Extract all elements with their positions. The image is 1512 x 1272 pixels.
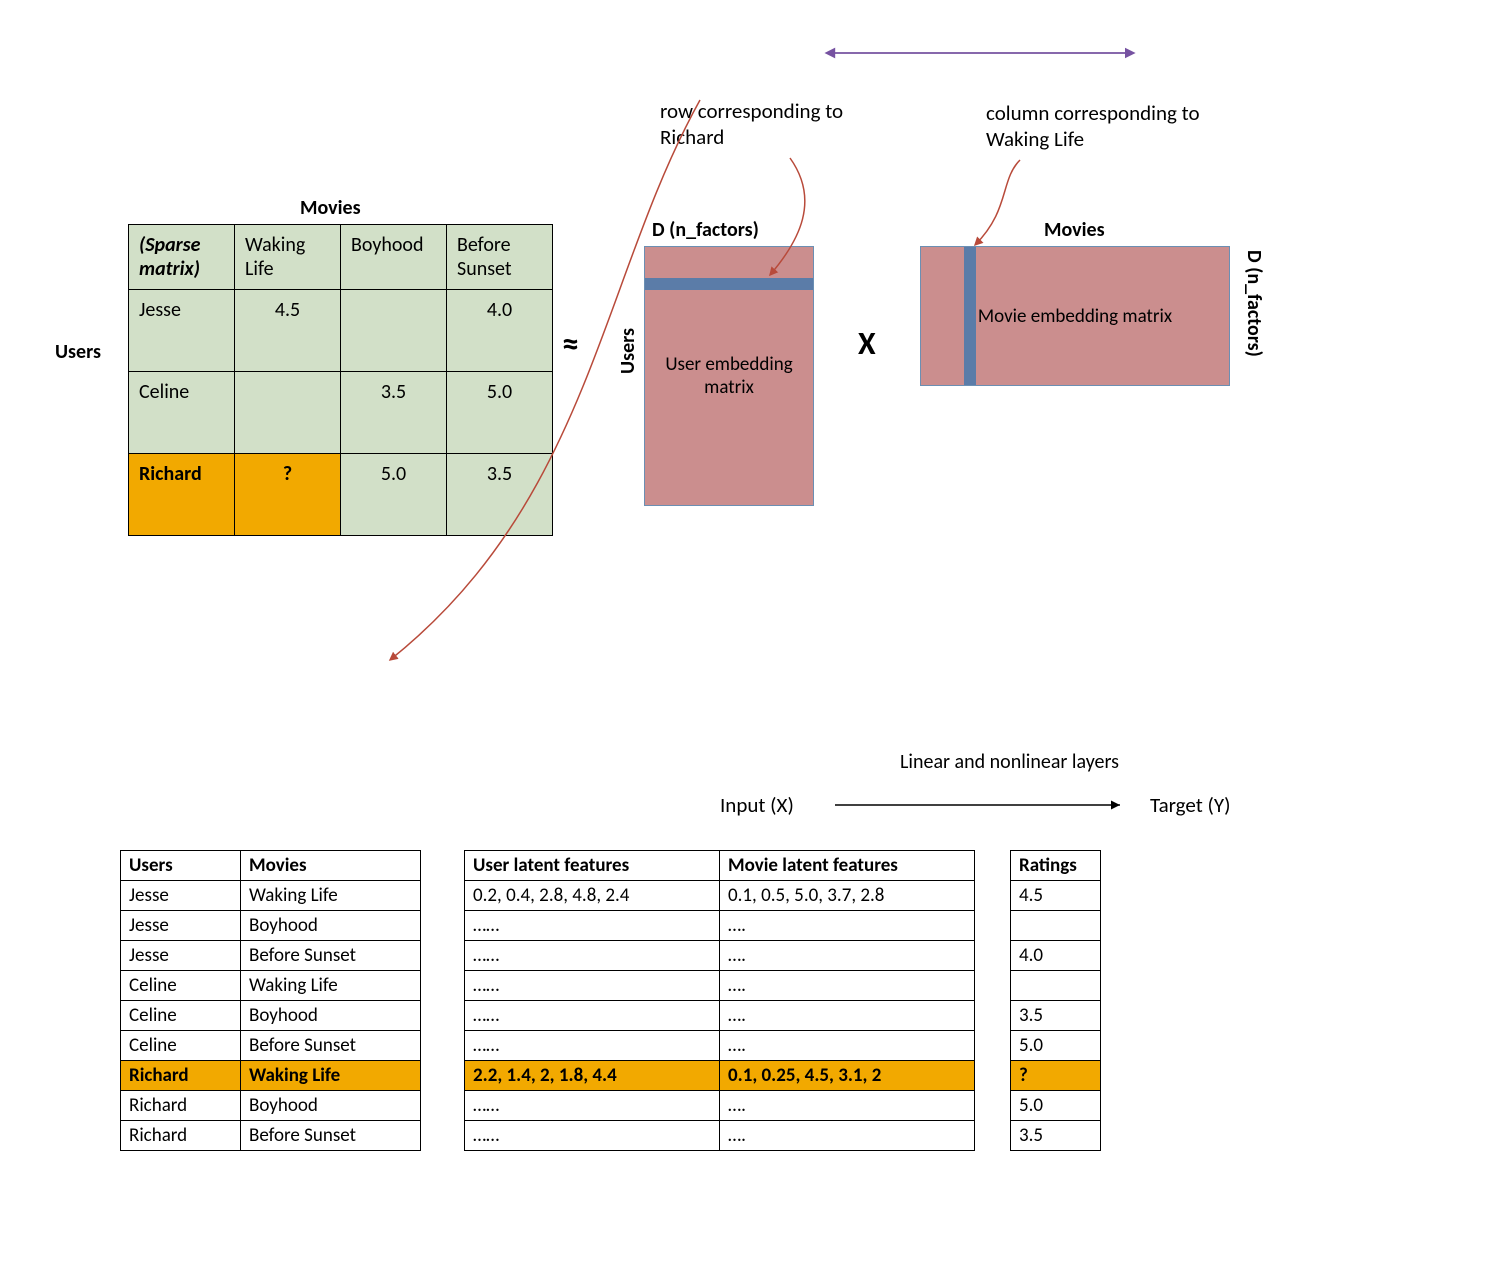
layers-label: Linear and nonlinear layers xyxy=(900,750,1119,774)
pairs-table-container: UsersMoviesJesseWaking LifeJesseBoyhoodJ… xyxy=(120,850,421,1151)
pairs-header-0: Users xyxy=(121,851,241,881)
latent-cell: …. xyxy=(720,1001,975,1031)
sparse-matrix-table: (Sparse matrix) Waking Life Boyhood Befo… xyxy=(128,224,553,536)
latent-cell: 0.2, 0.4, 2.8, 4.8, 2.4 xyxy=(465,881,720,911)
ratings-cell: 3.5 xyxy=(1011,1121,1101,1151)
d-label-movie: D (n_factors) xyxy=(1242,250,1266,357)
movie-col-0: Waking Life xyxy=(235,225,341,290)
movie-col-1: Boyhood xyxy=(341,225,447,290)
pairs-cell: Richard xyxy=(121,1091,241,1121)
rating-1-0 xyxy=(235,372,341,454)
latent-cell: 0.1, 0.5, 5.0, 3.7, 2.8 xyxy=(720,881,975,911)
latent-cell: …. xyxy=(720,941,975,971)
pairs-cell: Celine xyxy=(121,971,241,1001)
pairs-cell: Before Sunset xyxy=(241,1031,421,1061)
ratings-cell: ? xyxy=(1011,1061,1101,1091)
ratings-cell: 5.0 xyxy=(1011,1031,1101,1061)
row-annotation: row corresponding to Richard xyxy=(660,98,880,150)
ratings-cell: 3.5 xyxy=(1011,1001,1101,1031)
approx-symbol: ≈ xyxy=(562,324,579,365)
pairs-cell: Jesse xyxy=(121,911,241,941)
latent-cell: …… xyxy=(465,1121,720,1151)
pairs-cell: Waking Life xyxy=(241,881,421,911)
pairs-cell: Before Sunset xyxy=(241,1121,421,1151)
ratings-cell: 4.0 xyxy=(1011,941,1101,971)
pairs-cell: Richard xyxy=(121,1061,241,1091)
movie-matrix-highlight-col xyxy=(964,247,976,385)
pairs-cell: Richard xyxy=(121,1121,241,1151)
rating-1-2: 5.0 xyxy=(447,372,553,454)
user-cell-2: Richard xyxy=(129,454,235,536)
user-embed-label: User embedding matrix xyxy=(645,353,813,399)
rating-0-0: 4.5 xyxy=(235,290,341,372)
multiply-symbol: X xyxy=(858,324,876,363)
col-annotation: column corresponding to Waking Life xyxy=(986,100,1236,152)
rating-2-2: 3.5 xyxy=(447,454,553,536)
latent-cell: …… xyxy=(465,911,720,941)
users-label-2: Users xyxy=(616,328,640,374)
movie-embed-label: Movie embedding matrix xyxy=(978,305,1172,328)
latent-cell: …… xyxy=(465,1031,720,1061)
latent-cell: …… xyxy=(465,971,720,1001)
ratings-cell xyxy=(1011,971,1101,1001)
latent-cell: …… xyxy=(465,1091,720,1121)
pairs-cell: Celine xyxy=(121,1001,241,1031)
double-arrow-icon xyxy=(820,38,1140,68)
ratings-cell: 4.5 xyxy=(1011,881,1101,911)
latent-cell: …… xyxy=(465,941,720,971)
user-matrix-highlight-row xyxy=(645,278,813,290)
pairs-cell: Boyhood xyxy=(241,1091,421,1121)
latent-cell: 2.2, 1.4, 2, 1.8, 4.4 xyxy=(465,1061,720,1091)
latent-header-0: User latent features xyxy=(465,851,720,881)
pairs-cell: Waking Life xyxy=(241,971,421,1001)
sparse-header-cell: (Sparse matrix) xyxy=(129,225,235,290)
latent-cell: 0.1, 0.25, 4.5, 3.1, 2 xyxy=(720,1061,975,1091)
pairs-cell: Jesse xyxy=(121,881,241,911)
latent-cell: …. xyxy=(720,911,975,941)
pairs-cell: Waking Life xyxy=(241,1061,421,1091)
movies-title: Movies xyxy=(300,196,361,220)
rating-2-1: 5.0 xyxy=(341,454,447,536)
latent-table-container: User latent featuresMovie latent feature… xyxy=(464,850,975,1151)
input-label: Input (X) xyxy=(720,792,794,818)
latent-header-1: Movie latent features xyxy=(720,851,975,881)
pairs-cell: Boyhood xyxy=(241,911,421,941)
latent-table: User latent featuresMovie latent feature… xyxy=(464,850,975,1151)
latent-cell: …. xyxy=(720,1091,975,1121)
target-label: Target (Y) xyxy=(1150,792,1230,818)
latent-cell: …. xyxy=(720,1121,975,1151)
users-title: Users xyxy=(55,340,101,364)
ratings-table: Ratings4.54.03.55.0?5.03.5 xyxy=(1010,850,1101,1151)
rating-1-1: 3.5 xyxy=(341,372,447,454)
pairs-cell: Celine xyxy=(121,1031,241,1061)
ratings-cell xyxy=(1011,911,1101,941)
ratings-header: Ratings xyxy=(1011,851,1101,881)
pairs-cell: Jesse xyxy=(121,941,241,971)
latent-cell: …. xyxy=(720,971,975,1001)
pairs-cell: Boyhood xyxy=(241,1001,421,1031)
rating-2-0: ? xyxy=(235,454,341,536)
arrow-input-target xyxy=(830,790,1130,820)
user-cell-1: Celine xyxy=(129,372,235,454)
user-cell-0: Jesse xyxy=(129,290,235,372)
pairs-cell: Before Sunset xyxy=(241,941,421,971)
d-label-user: D (n_factors) xyxy=(652,218,759,242)
movies-label-2: Movies xyxy=(1044,218,1105,242)
latent-cell: …… xyxy=(465,1001,720,1031)
latent-cell: …. xyxy=(720,1031,975,1061)
pairs-table: UsersMoviesJesseWaking LifeJesseBoyhoodJ… xyxy=(120,850,421,1151)
ratings-cell: 5.0 xyxy=(1011,1091,1101,1121)
ratings-table-container: Ratings4.54.03.55.0?5.03.5 xyxy=(1010,850,1101,1151)
movie-col-2: Before Sunset xyxy=(447,225,553,290)
pairs-header-1: Movies xyxy=(241,851,421,881)
rating-0-1 xyxy=(341,290,447,372)
rating-0-2: 4.0 xyxy=(447,290,553,372)
